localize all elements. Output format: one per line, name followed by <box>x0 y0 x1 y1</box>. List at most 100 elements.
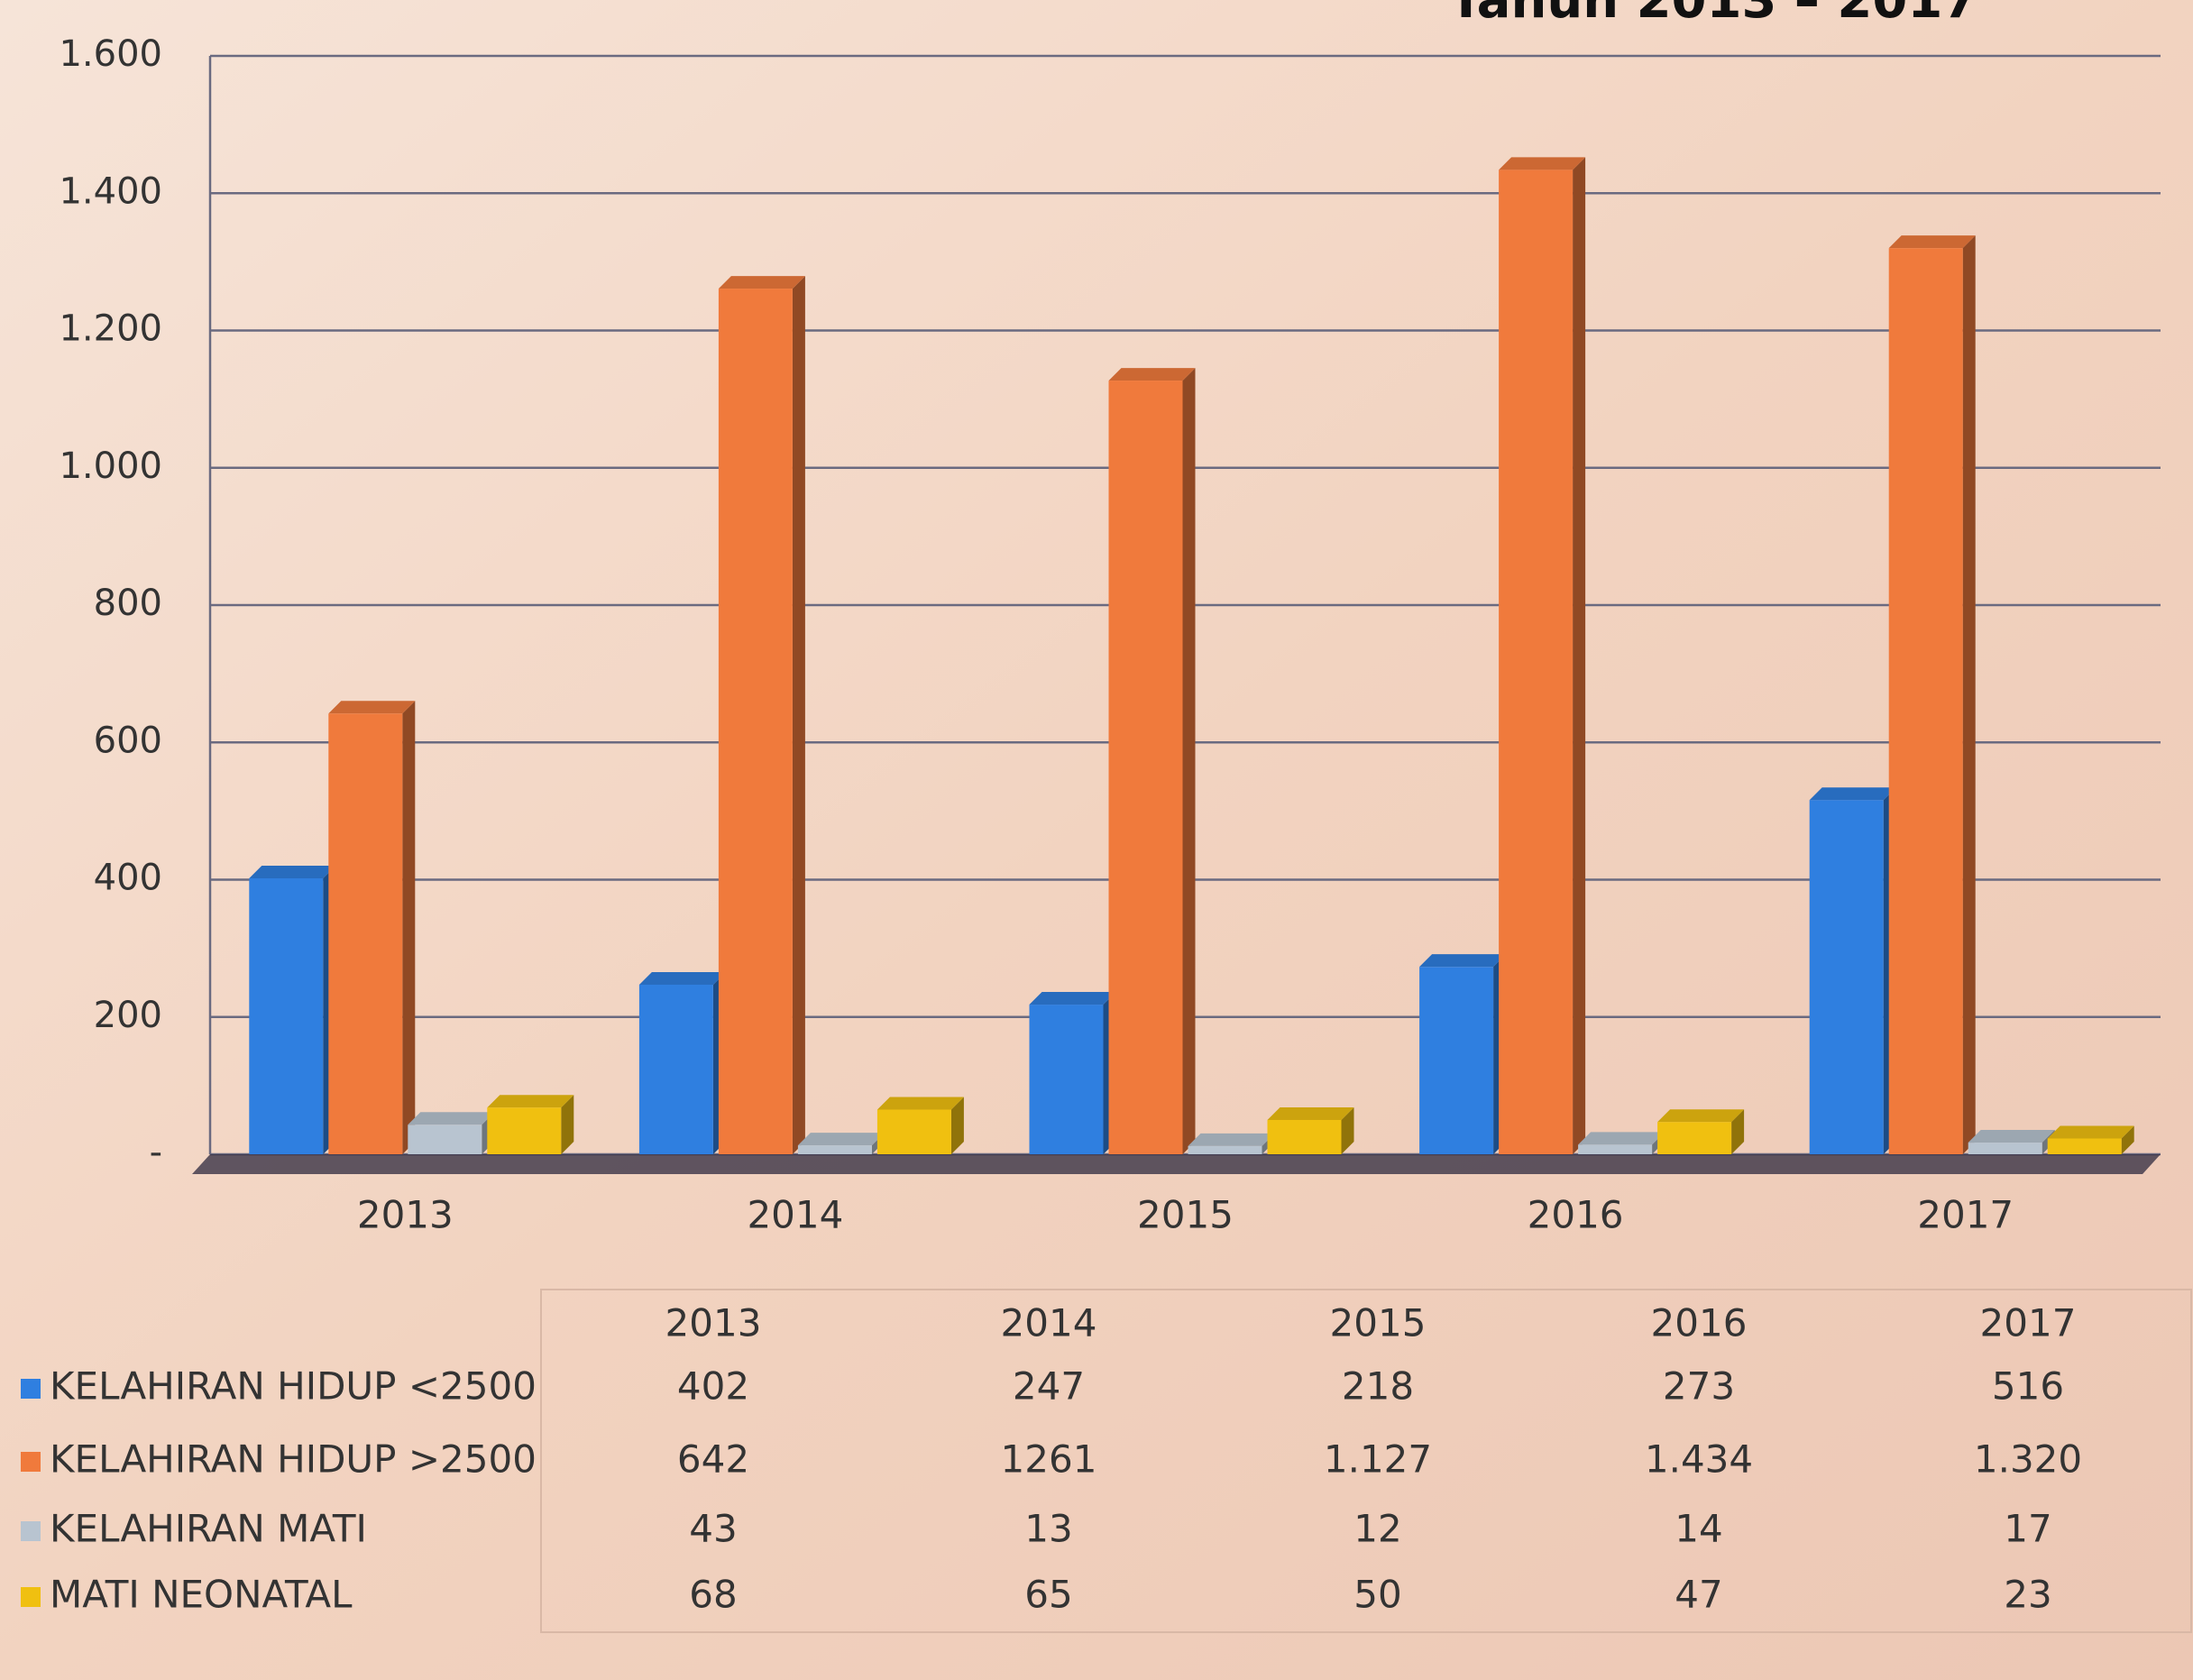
table-bg <box>540 1289 2192 1633</box>
bar-top <box>718 276 805 289</box>
bar <box>797 1145 872 1154</box>
x-tick-label: 2013 <box>357 1193 454 1237</box>
legend-swatch <box>21 1452 41 1472</box>
x-tick-label: 2015 <box>1137 1193 1234 1237</box>
bar <box>1267 1119 1342 1154</box>
legend-swatch <box>21 1521 41 1541</box>
legend-label: KELAHIRAN MATI <box>50 1507 367 1551</box>
bar-top <box>1108 368 1196 381</box>
bar-side <box>1341 1106 1354 1154</box>
table-cell: 50 <box>1353 1573 1401 1617</box>
bar <box>249 877 324 1154</box>
table-cell: 1261 <box>1001 1437 1097 1482</box>
y-tick-label: 800 <box>94 583 162 624</box>
bar-side <box>561 1095 574 1154</box>
bar <box>1657 1122 1732 1154</box>
bar <box>1968 1143 2042 1154</box>
table-cell: 218 <box>1342 1364 1414 1409</box>
bar-side <box>1182 368 1196 1154</box>
table-cell: 1.127 <box>1324 1437 1432 1482</box>
y-tick-label: 1.200 <box>59 308 162 350</box>
table-cell: 516 <box>1992 1364 2064 1409</box>
table-cell: 642 <box>677 1437 749 1482</box>
bar-top <box>408 1112 495 1125</box>
bar-top <box>1267 1106 1354 1120</box>
table-cell: 17 <box>2004 1507 2051 1551</box>
bar-top <box>328 701 416 714</box>
table-header: 2013 <box>665 1301 762 1345</box>
table-cell: 68 <box>689 1573 737 1617</box>
bar-top <box>2047 1125 2134 1139</box>
table-header: 2015 <box>1330 1301 1427 1345</box>
table-cell: 273 <box>1663 1364 1735 1409</box>
table-cell: 12 <box>1353 1507 1401 1551</box>
table-cell: 13 <box>1024 1507 1072 1551</box>
bar <box>1188 1145 1262 1154</box>
table-cell: 65 <box>1024 1573 1072 1617</box>
legend-label: MATI NEONATAL <box>50 1573 353 1617</box>
bar-side <box>1573 157 1586 1155</box>
bar <box>1809 800 1884 1154</box>
legend-label: KELAHIRAN HIDUP <2500 <box>50 1364 537 1409</box>
table-cell: 47 <box>1675 1573 1722 1617</box>
bar <box>638 984 713 1154</box>
bar <box>1578 1144 1653 1154</box>
y-tick-label: 200 <box>94 995 162 1036</box>
table-cell: 23 <box>2004 1573 2051 1617</box>
chart-title: Tahun 2013 – 2017 <box>1449 0 1978 30</box>
legend-swatch <box>21 1587 41 1607</box>
bar-top <box>1657 1109 1745 1123</box>
table-cell: 402 <box>677 1364 749 1409</box>
bar <box>1419 967 1494 1154</box>
bar <box>1029 1005 1104 1154</box>
bar-side <box>792 276 805 1155</box>
bar-side <box>402 701 416 1154</box>
x-tick-label: 2014 <box>747 1193 843 1237</box>
bar-top <box>1578 1132 1665 1145</box>
table-cell: 247 <box>1013 1364 1085 1409</box>
bar <box>408 1125 482 1154</box>
bar <box>1108 381 1183 1154</box>
bar <box>718 289 793 1155</box>
table-header: 2017 <box>1980 1301 2077 1345</box>
legend-label: KELAHIRAN HIDUP >2500 <box>50 1437 537 1482</box>
bar <box>487 1107 562 1154</box>
table-cell: 43 <box>689 1507 737 1551</box>
y-tick-label: 1.000 <box>59 445 162 487</box>
y-tick-label: - <box>150 1132 162 1173</box>
y-tick-label: 1.600 <box>59 33 162 75</box>
bar-top <box>638 971 726 985</box>
bar <box>1888 248 1963 1154</box>
bar <box>876 1109 951 1154</box>
table-header: 2016 <box>1651 1301 1748 1345</box>
bar-top <box>876 1097 964 1110</box>
bar <box>328 713 403 1154</box>
y-tick-label: 1.400 <box>59 170 162 212</box>
y-tick-label: 400 <box>94 858 162 899</box>
bar-side <box>1962 235 1976 1154</box>
bar-top <box>487 1095 574 1108</box>
table-header: 2014 <box>1001 1301 1097 1345</box>
bar-top <box>1499 157 1586 170</box>
floor <box>192 1154 2161 1174</box>
bar-side <box>950 1097 964 1154</box>
bar-top <box>249 865 336 878</box>
bar-top <box>797 1133 885 1146</box>
bar-top <box>1888 235 1976 249</box>
bar-top <box>1419 954 1507 968</box>
bar-side <box>2121 1125 2134 1154</box>
table-cell: 1.434 <box>1645 1437 1753 1482</box>
bar-top <box>1029 992 1116 1005</box>
table-cell: 1.320 <box>1974 1437 2082 1482</box>
x-tick-label: 2017 <box>1917 1193 2014 1237</box>
bar-side <box>1731 1109 1745 1154</box>
legend-swatch <box>21 1379 41 1399</box>
bar <box>2047 1138 2122 1154</box>
x-tick-label: 2016 <box>1528 1193 1624 1237</box>
y-tick-label: 600 <box>94 720 162 761</box>
bar-top <box>1968 1130 2055 1143</box>
bar-top <box>1809 787 1896 801</box>
table-cell: 14 <box>1675 1507 1722 1551</box>
bar <box>1499 170 1574 1155</box>
